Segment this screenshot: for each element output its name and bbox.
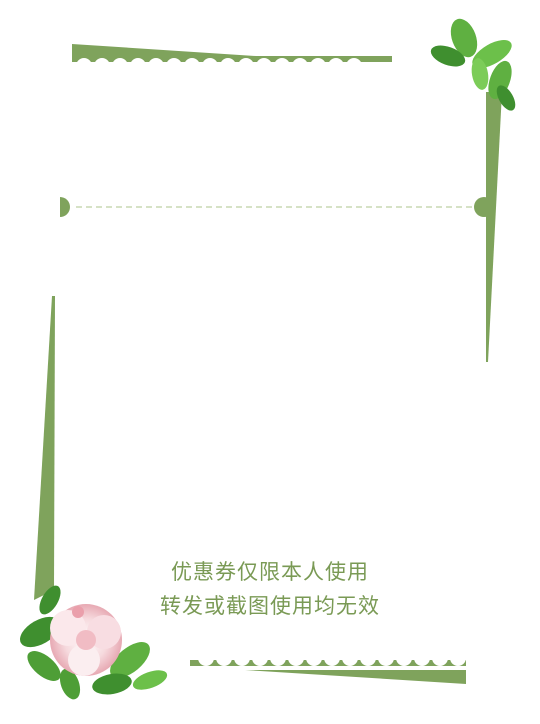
- leaf-cluster-icon: [430, 18, 516, 111]
- coupon-paper: [58, 60, 486, 670]
- frame-left-strip: [34, 296, 55, 600]
- notch-icon: [60, 197, 70, 217]
- scallop-top: [72, 56, 392, 62]
- frame-right-strip: [486, 92, 502, 362]
- flower-icon: [20, 585, 168, 700]
- coupon-notice-line-2: 转发或截图使用均无效: [160, 594, 380, 618]
- notch-icon: [474, 197, 494, 217]
- coupon-notice-line-1: 优惠券仅限本人使用: [171, 560, 369, 584]
